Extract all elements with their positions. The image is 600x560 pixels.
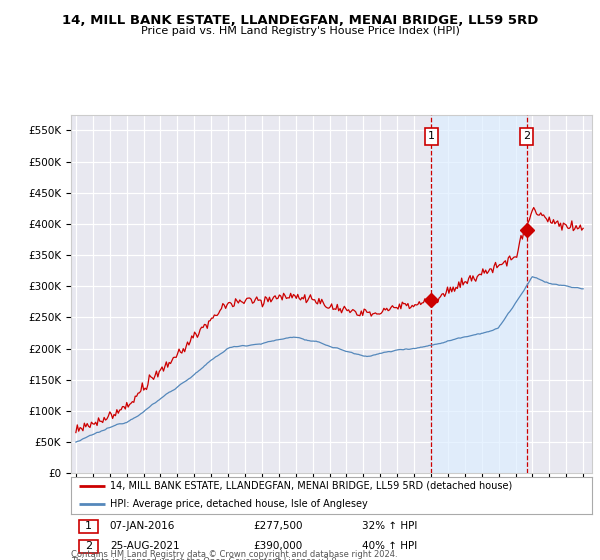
Text: 2: 2 bbox=[523, 131, 530, 141]
Text: £390,000: £390,000 bbox=[253, 542, 302, 551]
Text: 1: 1 bbox=[428, 131, 435, 141]
Text: 14, MILL BANK ESTATE, LLANDEGFAN, MENAI BRIDGE, LL59 5RD: 14, MILL BANK ESTATE, LLANDEGFAN, MENAI … bbox=[62, 14, 538, 27]
Text: HPI: Average price, detached house, Isle of Anglesey: HPI: Average price, detached house, Isle… bbox=[110, 499, 368, 508]
FancyBboxPatch shape bbox=[79, 540, 98, 553]
Text: 40% ↑ HPI: 40% ↑ HPI bbox=[362, 542, 418, 551]
Text: 14, MILL BANK ESTATE, LLANDEGFAN, MENAI BRIDGE, LL59 5RD (detached house): 14, MILL BANK ESTATE, LLANDEGFAN, MENAI … bbox=[110, 481, 512, 491]
Bar bbox=[431, 115, 526, 473]
Text: 1: 1 bbox=[85, 521, 92, 531]
Text: Price paid vs. HM Land Registry's House Price Index (HPI): Price paid vs. HM Land Registry's House … bbox=[140, 26, 460, 36]
Text: 07-JAN-2016: 07-JAN-2016 bbox=[110, 521, 175, 531]
Text: 32% ↑ HPI: 32% ↑ HPI bbox=[362, 521, 418, 531]
Text: This data is licensed under the Open Government Licence v3.0.: This data is licensed under the Open Gov… bbox=[71, 557, 339, 560]
Text: 25-AUG-2021: 25-AUG-2021 bbox=[110, 542, 179, 551]
Text: Contains HM Land Registry data © Crown copyright and database right 2024.: Contains HM Land Registry data © Crown c… bbox=[71, 550, 397, 559]
Text: 2: 2 bbox=[85, 542, 92, 551]
FancyBboxPatch shape bbox=[79, 520, 98, 533]
Text: £277,500: £277,500 bbox=[253, 521, 302, 531]
